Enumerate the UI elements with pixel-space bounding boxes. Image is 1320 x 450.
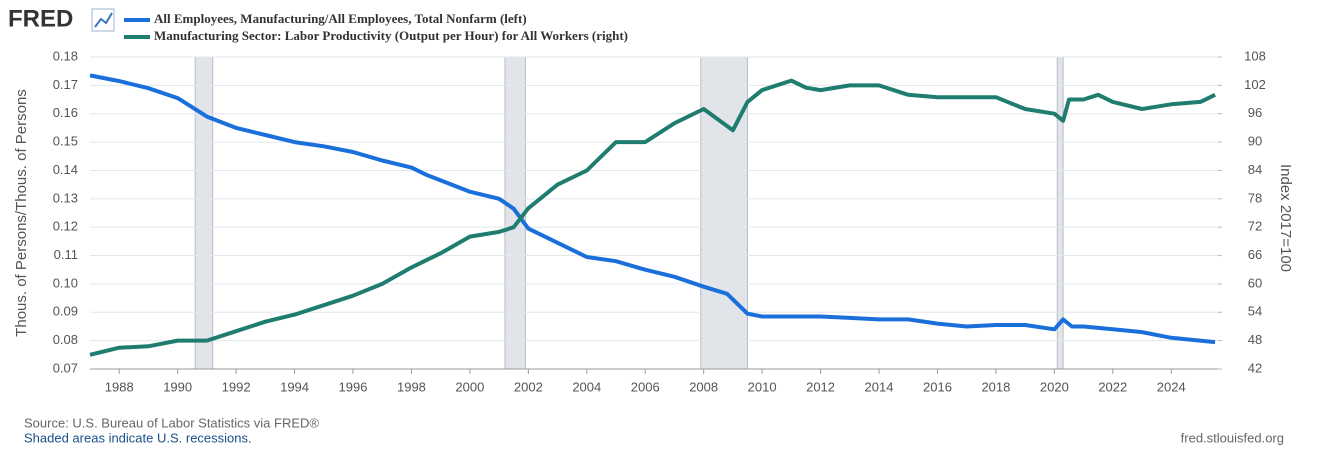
y-tick-label: 0.17: [53, 77, 78, 92]
y2-tick-label: 96: [1248, 105, 1262, 120]
y-tick-label: 0.13: [53, 190, 78, 205]
logo-icon: [91, 8, 115, 32]
recession: [700, 56, 749, 370]
x-tick-label: 1998: [397, 379, 426, 394]
y-tick-label: 0.10: [53, 275, 78, 290]
x-tick-label: 1988: [105, 379, 134, 394]
logo: FRED: [8, 5, 73, 32]
series-line: [89, 78, 1216, 357]
recession: [194, 56, 214, 370]
x-tick-label: 2018: [981, 379, 1010, 394]
y-tick-label: 0.08: [53, 332, 78, 347]
y2-tick-label: 66: [1248, 247, 1262, 262]
x-tick-label: 2022: [1098, 379, 1127, 394]
y2-tick-label: 90: [1248, 134, 1262, 149]
x-tick-label: 2012: [806, 379, 835, 394]
y-tick-label: 0.12: [53, 219, 78, 234]
y2-tick-label: 42: [1248, 360, 1262, 375]
y-axis-title: Thous. of Persons/Thous. of Persons: [13, 89, 30, 337]
x-tick-label: 2020: [1040, 379, 1069, 394]
y-tick-label: 0.11: [54, 247, 78, 262]
legend-label: Manufacturing Sector: Labor Productivity…: [154, 28, 628, 43]
x-tick-label: 2000: [455, 379, 484, 394]
y2-tick-label: 78: [1248, 190, 1262, 205]
y-tick-label: 0.09: [53, 304, 78, 319]
y2-tick-label: 54: [1248, 304, 1262, 319]
y-tick-label: 0.18: [53, 48, 78, 63]
y-tick-label: 0.14: [53, 162, 78, 177]
y2-tick-label: 48: [1248, 332, 1262, 347]
x-tick-label: 2010: [748, 379, 777, 394]
y-tick-label: 0.07: [53, 360, 78, 375]
y2-axis-title: Index 2017=100: [1277, 164, 1294, 272]
y-tick-label: 0.16: [53, 105, 78, 120]
x-tick-label: 2002: [514, 379, 543, 394]
series-line: [89, 73, 1216, 345]
x-tick-label: 2014: [865, 379, 894, 394]
x-tick-label: 1992: [222, 379, 251, 394]
x-tick-label: 2006: [631, 379, 660, 394]
x-tick-label: 2004: [572, 379, 601, 394]
y2-tick-label: 84: [1248, 162, 1262, 177]
url: fred.stlouisfed.org: [1181, 430, 1284, 445]
y2-tick-label: 108: [1244, 48, 1266, 63]
note: Shaded areas indicate U.S. recessions.: [24, 430, 252, 445]
y2-tick-label: 60: [1248, 275, 1262, 290]
x-tick-label: 2008: [689, 379, 718, 394]
x-tick-label: 1996: [339, 379, 368, 394]
y2-tick-label: 102: [1244, 77, 1266, 92]
source: Source: U.S. Bureau of Labor Statistics …: [24, 415, 319, 430]
x-tick-label: 1994: [280, 379, 309, 394]
x-tick-label: 2016: [923, 379, 952, 394]
y2-tick-label: 72: [1248, 219, 1262, 234]
legend-label: All Employees, Manufacturing/All Employe…: [154, 11, 527, 26]
x-tick-label: 1990: [163, 379, 192, 394]
x-tick-label: 2024: [1157, 379, 1186, 394]
y-tick-label: 0.15: [53, 134, 78, 149]
